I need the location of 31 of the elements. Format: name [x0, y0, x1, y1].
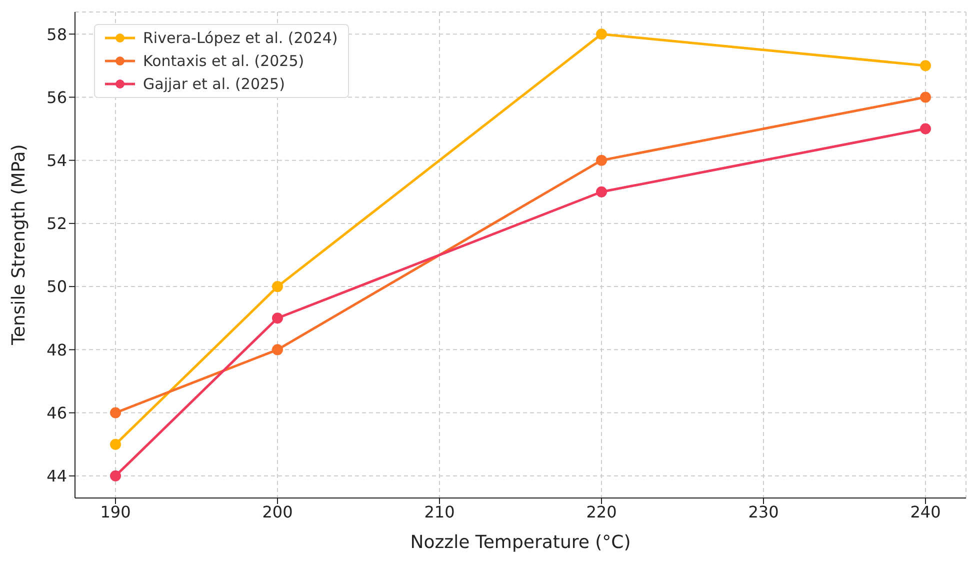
point	[920, 60, 931, 72]
point	[596, 186, 607, 198]
point	[920, 123, 931, 134]
x-tick-label: 240	[910, 502, 941, 522]
x-axis-title: Nozzle Temperature (°C)	[410, 532, 631, 553]
x-tick-label: 220	[586, 502, 617, 522]
y-tick-label: 48	[46, 340, 67, 360]
y-tick-label: 44	[46, 466, 67, 486]
y-axis-title: Tensile Strength (MPa)	[8, 144, 30, 346]
y-tick-label: 52	[46, 214, 67, 234]
y-tick-label: 46	[46, 403, 67, 422]
point	[596, 154, 607, 166]
x-tick-label: 200	[262, 502, 293, 522]
point	[596, 28, 607, 40]
point	[110, 470, 121, 482]
point	[110, 438, 121, 450]
y-tick-label: 58	[46, 24, 67, 44]
point	[272, 312, 283, 324]
point	[272, 281, 283, 292]
legend-label: Gajjar et al. (2025)	[143, 75, 285, 93]
x-tick-label: 190	[100, 502, 131, 522]
point	[272, 344, 283, 356]
x-tick-label: 210	[424, 502, 455, 522]
y-tick-label: 50	[46, 277, 67, 296]
point	[110, 407, 121, 418]
point	[920, 92, 931, 103]
legend-label: Rivera-López et al. (2024)	[143, 29, 338, 47]
x-tick-label: 230	[748, 502, 779, 522]
legend-label: Kontaxis et al. (2025)	[143, 52, 304, 70]
y-tick-label: 54	[46, 151, 67, 170]
y-tick-label: 56	[46, 88, 67, 107]
